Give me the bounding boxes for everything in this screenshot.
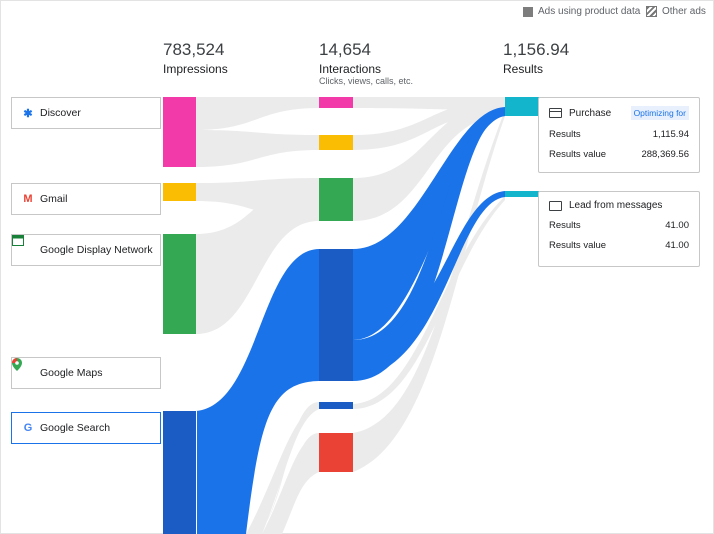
node-result-lead (505, 191, 539, 197)
purchase-results-value: 1,115.94 (652, 129, 689, 140)
legend-other-ads[interactable]: Other ads (646, 6, 706, 17)
results-total: 1,156.94 (503, 40, 570, 59)
node-impressions-gmail (163, 183, 196, 201)
source-maps[interactable]: Google Maps (11, 357, 161, 389)
purchase-title: Purchase (569, 107, 612, 119)
node-impressions-display (163, 234, 196, 334)
lead-results-value: 41.00 (665, 220, 689, 231)
node-impressions-discover (163, 97, 196, 167)
node-interactions-gmail (319, 135, 353, 150)
node-impressions-search (163, 411, 196, 534)
flow-search-gray-b (262, 434, 319, 534)
google-g-icon: G (23, 422, 33, 434)
node-interactions-red (319, 433, 353, 472)
lead-value-label: Results value (549, 240, 607, 251)
source-maps-label: Google Maps (40, 367, 103, 379)
flow-search-lead (353, 191, 505, 379)
discover-icon: ✱ (23, 107, 33, 120)
purchase-value-label: Results value (549, 149, 607, 160)
lead-results-label: Results (549, 220, 581, 231)
solid-swatch-icon (523, 6, 533, 17)
flow-discover-other (196, 130, 319, 167)
purchase-value-row: Results value 288,369.56 (549, 149, 689, 160)
impressions-label: Impressions (163, 62, 228, 76)
node-interactions-display (319, 178, 353, 221)
hatched-swatch-icon (646, 6, 657, 17)
stage-impressions: 783,524 Impressions (163, 40, 228, 76)
credit-card-icon (549, 108, 562, 118)
message-icon (549, 200, 562, 211)
source-display-network[interactable]: Google Display Network (11, 234, 161, 266)
stage-results: 1,156.94 Results (503, 40, 569, 76)
flow-search-purchase (353, 107, 505, 340)
lead-value-value: 41.00 (665, 240, 689, 251)
result-card-lead[interactable]: Lead from messages Results 41.00 Results… (538, 191, 700, 267)
stage-interactions: 14,654 Interactions Clicks, views, calls… (319, 40, 413, 86)
interactions-total: 14,654 (319, 40, 371, 59)
source-gmail[interactable]: M Gmail (11, 183, 161, 215)
node-impressions-search-edge (196, 411, 197, 534)
node-result-purchase (505, 97, 539, 116)
purchase-results-label: Results (549, 129, 581, 140)
flow-search-impressions-interactions (196, 249, 319, 534)
legend-other-ads-label: Other ads (662, 6, 706, 17)
flow-int-small-lead (353, 196, 505, 409)
source-discover-label: Discover (40, 107, 81, 119)
lead-title: Lead from messages (569, 200, 663, 211)
legend-product-data[interactable]: Ads using product data (523, 6, 640, 17)
flow-display-interactions (196, 178, 319, 334)
source-display-network-label: Google Display Network (40, 244, 153, 256)
source-google-search[interactable]: G Google Search (11, 412, 161, 444)
flow-discover-interactions (196, 97, 319, 130)
flow-search-gray-a (246, 404, 319, 534)
result-card-purchase[interactable]: Purchase Optimizing for Results 1,115.94… (538, 97, 700, 173)
interactions-label: Interactions (319, 62, 382, 76)
node-interactions-discover (319, 97, 353, 108)
impressions-total: 783,524 (163, 40, 225, 59)
purchase-results-row: Results 1,115.94 (549, 129, 689, 140)
legend-product-data-label: Ads using product data (538, 6, 641, 17)
source-google-search-label: Google Search (40, 422, 111, 434)
lead-results-row: Results 41.00 (549, 220, 689, 231)
display-network-icon (12, 235, 34, 256)
node-interactions-search (319, 249, 353, 381)
flow-int-red-purchase (353, 110, 505, 472)
purchase-value-value: 288,369.56 (641, 149, 689, 160)
node-interactions-search-small (319, 402, 353, 409)
gmail-icon: M (23, 193, 33, 205)
source-gmail-label: Gmail (40, 193, 68, 205)
source-discover[interactable]: ✱ Discover (11, 97, 161, 129)
maps-pin-icon (12, 358, 34, 379)
interactions-sublabel: Clicks, views, calls, etc. (319, 76, 414, 86)
results-label: Results (503, 62, 544, 76)
optimizing-badge: Optimizing for (630, 106, 689, 120)
flow-int-display-results (353, 102, 505, 221)
lead-value-row: Results value 41.00 (549, 240, 689, 251)
